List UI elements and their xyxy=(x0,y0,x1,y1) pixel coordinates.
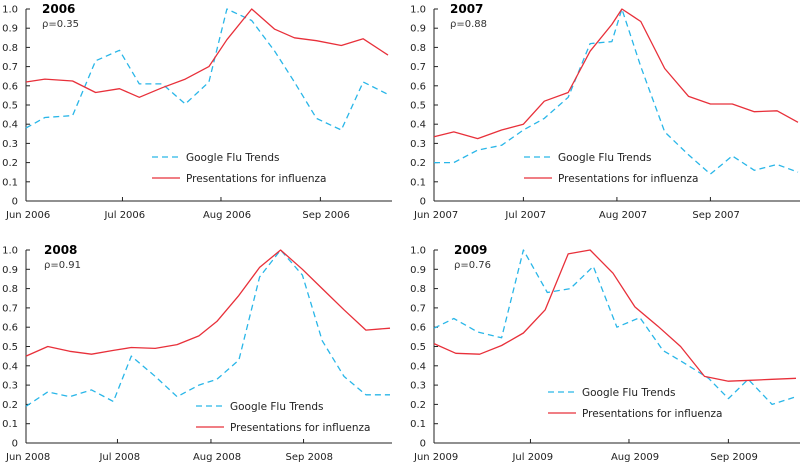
legend-label: Presentations for influenza xyxy=(582,408,722,420)
y-tick-label: 0.4 xyxy=(2,361,18,372)
x-tick-label: Jul 2008 xyxy=(98,452,140,463)
presentations-line xyxy=(433,249,797,382)
y-tick-label: 0.5 xyxy=(2,101,18,112)
y-tick-label: 0.9 xyxy=(2,265,18,276)
x-tick-label: Aug 2007 xyxy=(599,210,647,221)
y-tick-label: 0.5 xyxy=(2,342,18,353)
y-tick-label: 0.5 xyxy=(410,101,426,112)
x-tick-label: Sep 2009 xyxy=(710,452,757,463)
correlation-annotation: ρ=0.88 xyxy=(450,19,487,30)
y-tick-label: 0.3 xyxy=(410,139,426,150)
y-tick-label: 0.8 xyxy=(2,43,18,54)
x-tick-label: Aug 2009 xyxy=(611,452,659,463)
y-tick-label: 0.1 xyxy=(2,419,18,430)
x-tick-label: Jun 2006 xyxy=(5,210,50,221)
y-tick-label: 0.2 xyxy=(2,400,18,411)
x-tick-label: Sep 2007 xyxy=(692,210,739,221)
y-tick-label: 0.6 xyxy=(410,323,426,334)
x-tick-label: Jul 2009 xyxy=(511,452,553,463)
chart-panel-2008: 0 0.1 0.2 0.3 0.4 0.5 0.6 0.7 0.8 0.9 1.0 Jun 2008 J… xyxy=(2,243,392,463)
x-tick-label: Aug 2008 xyxy=(193,452,241,463)
legend-label: Google Flu Trends xyxy=(186,152,280,164)
y-tick-label: 0 xyxy=(420,197,426,208)
y-tick-label: 0.4 xyxy=(410,120,426,131)
y-tick-label: 0.9 xyxy=(410,24,426,35)
y-tick-label: 0 xyxy=(12,197,18,208)
legend-label: Presentations for influenza xyxy=(186,173,326,185)
y-tick-label: 1.0 xyxy=(410,5,426,16)
x-tick-label: Jul 2006 xyxy=(103,210,145,221)
x-tick-label: Jun 2009 xyxy=(413,452,458,463)
y-tick-label: 0.2 xyxy=(410,400,426,411)
legend-label: Google Flu Trends xyxy=(230,401,324,413)
y-tick-label: 1.0 xyxy=(2,5,18,16)
legend-label: Presentations for influenza xyxy=(558,173,698,185)
y-tick-label: 0.7 xyxy=(2,303,18,314)
x-tick-label: Jun 2008 xyxy=(5,452,50,463)
y-tick-label: 0.8 xyxy=(2,284,18,295)
y-tick-label: 0.2 xyxy=(2,158,18,169)
x-tick-label: Sep 2006 xyxy=(302,210,349,221)
y-tick-label: 0 xyxy=(12,439,18,450)
y-tick-label: 0 xyxy=(420,439,426,450)
panel-title: 2009 xyxy=(454,243,487,257)
y-tick-label: 0.3 xyxy=(2,381,18,392)
presentations-line xyxy=(433,8,799,140)
chart-panel-2007: 0 0.1 0.2 0.3 0.4 0.5 0.6 0.7 0.8 0.9 1.0 Jun 2007 J… xyxy=(410,2,800,221)
y-tick-label: 0.6 xyxy=(2,323,18,334)
y-tick-label: 0.1 xyxy=(2,177,18,188)
y-tick-label: 0.7 xyxy=(2,62,18,73)
y-tick-label: 0.6 xyxy=(410,81,426,92)
legend-label: Google Flu Trends xyxy=(582,387,676,399)
google-flu-trends-line xyxy=(433,249,797,406)
y-tick-label: 0.7 xyxy=(410,303,426,314)
y-tick-label: 0.2 xyxy=(410,158,426,169)
google-flu-trends-line xyxy=(434,8,799,175)
google-flu-trends-line xyxy=(25,249,390,407)
y-tick-label: 0.6 xyxy=(2,81,18,92)
legend: Google Flu Trends Presentations for influ… xyxy=(196,401,370,434)
y-tick-label: 0.7 xyxy=(410,62,426,73)
chart-panel-2009: 0 0.1 0.2 0.3 0.4 0.5 0.6 0.7 0.8 0.9 1.0 Jun 2009 J… xyxy=(410,243,800,463)
legend: Google Flu Trends Presentations for influ… xyxy=(524,152,698,185)
x-tick-label: Sep 2008 xyxy=(286,452,333,463)
y-tick-label: 0.4 xyxy=(410,361,426,372)
y-tick-label: 0.9 xyxy=(2,24,18,35)
legend-label: Google Flu Trends xyxy=(558,152,652,164)
x-tick-label: Aug 2006 xyxy=(203,210,251,221)
google-flu-trends-line xyxy=(25,8,389,131)
y-tick-label: 0.9 xyxy=(410,265,426,276)
y-tick-label: 0.1 xyxy=(410,419,426,430)
y-tick-label: 0.8 xyxy=(410,284,426,295)
y-tick-label: 0.3 xyxy=(2,139,18,150)
y-tick-label: 0.4 xyxy=(2,120,18,131)
legend: Google Flu Trends Presentations for influ… xyxy=(152,152,326,185)
y-tick-label: 0.1 xyxy=(410,177,426,188)
y-tick-label: 0.3 xyxy=(410,381,426,392)
legend-label: Presentations for influenza xyxy=(230,422,370,434)
chart-panel-2006: 0 0.1 0.2 0.3 0.4 0.5 0.6 0.7 0.8 0.9 1.0 Jun 2006 J… xyxy=(2,2,392,221)
correlation-annotation: ρ=0.35 xyxy=(42,19,79,30)
y-tick-label: 1.0 xyxy=(2,246,18,257)
y-tick-label: 1.0 xyxy=(410,246,426,257)
correlation-annotation: ρ=0.91 xyxy=(44,260,81,271)
x-tick-label: Jun 2007 xyxy=(413,210,458,221)
panel-title: 2006 xyxy=(42,2,75,16)
panel-title: 2007 xyxy=(450,2,483,16)
presentations-line xyxy=(25,8,389,98)
y-tick-label: 0.8 xyxy=(410,43,426,54)
x-tick-label: Jul 2007 xyxy=(504,210,546,221)
correlation-annotation: ρ=0.76 xyxy=(454,260,491,271)
panel-title: 2008 xyxy=(44,243,77,257)
y-tick-label: 0.5 xyxy=(410,342,426,353)
presentations-line xyxy=(25,249,391,357)
legend: Google Flu Trends Presentations for influ… xyxy=(548,387,722,420)
